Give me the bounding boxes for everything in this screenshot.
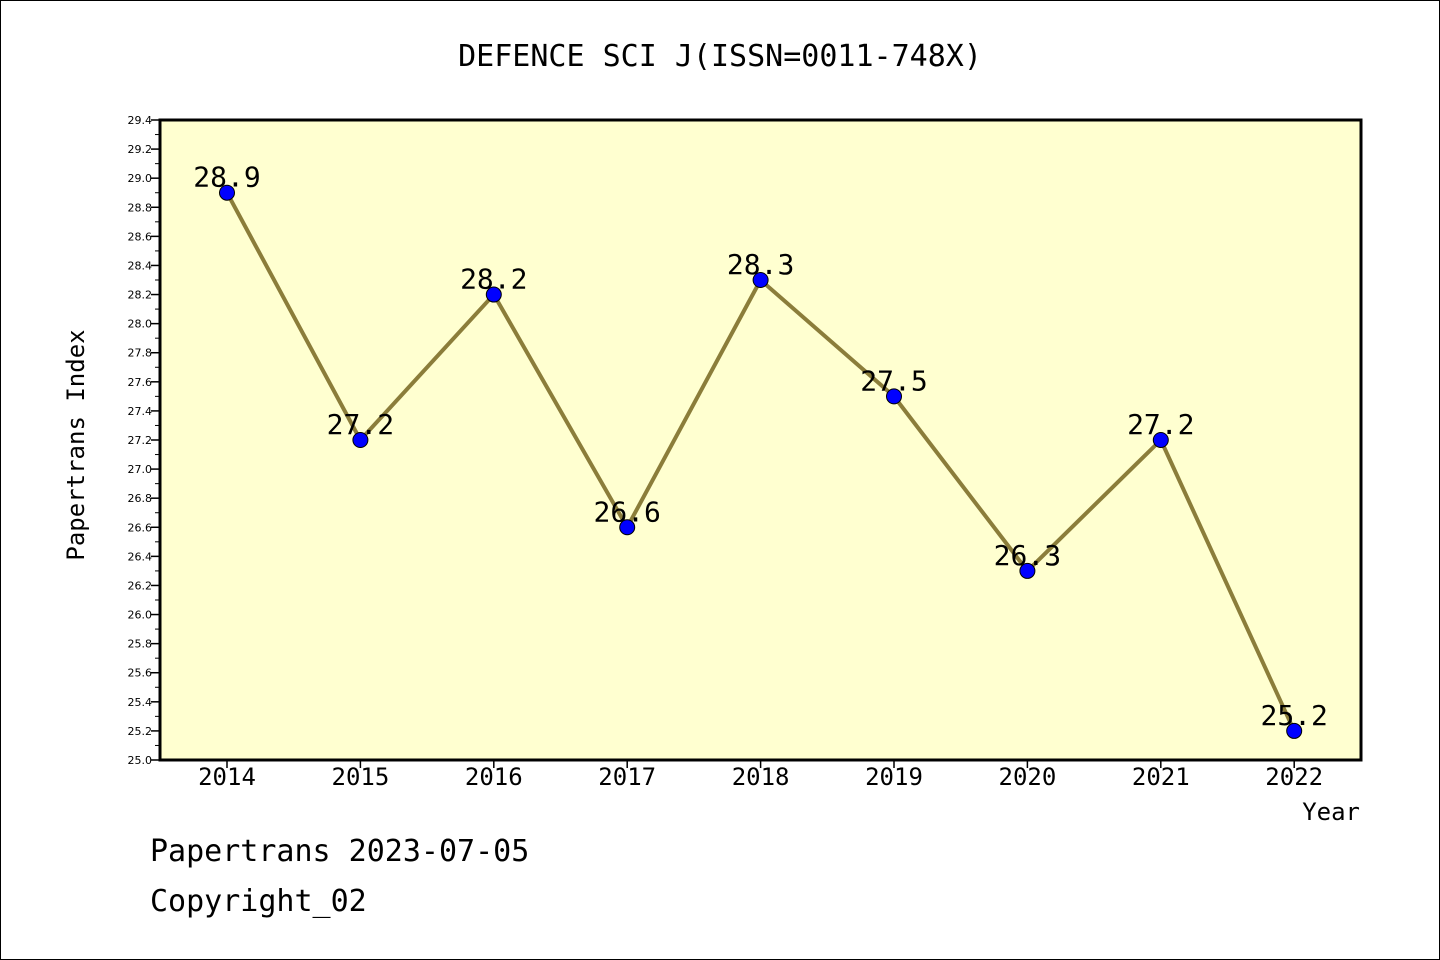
footer-copyright: Copyright_02 <box>150 884 367 919</box>
x-tick-label: 2019 <box>865 763 923 791</box>
y-tick-label: 25.0 <box>128 754 153 767</box>
y-tick-label: 28.2 <box>128 289 153 302</box>
y-tick-label: 25.2 <box>128 725 153 738</box>
data-point <box>886 388 902 405</box>
data-label: 26.6 <box>593 495 660 528</box>
data-label: 28.9 <box>193 161 260 194</box>
y-tick-label: 28.4 <box>128 259 153 272</box>
data-label: 25.2 <box>1260 699 1327 732</box>
data-label: 26.3 <box>994 539 1061 572</box>
y-tick-label: 29.4 <box>128 114 153 127</box>
data-label: 27.2 <box>1127 408 1194 441</box>
x-tick-label: 2015 <box>332 763 390 791</box>
data-label: 27.2 <box>327 408 394 441</box>
series-papertrans-index <box>219 184 1303 739</box>
y-tick-label: 28.0 <box>128 318 153 331</box>
y-axis: 25.0 25.2 25.4 25.6 25.8 26.0 26.2 26.4 26.6 26.8… <box>128 114 160 767</box>
y-tick-label: 26.2 <box>128 579 153 592</box>
chart-title: DEFENCE SCI J(ISSN=0011-748X) <box>458 39 982 74</box>
data-point <box>1152 432 1169 448</box>
data-point <box>352 432 369 448</box>
data-point <box>1019 562 1036 579</box>
x-tick-label: 2016 <box>465 763 523 791</box>
footer-date: Papertrans 2023-07-05 <box>150 834 530 869</box>
y-tick-label: 25.6 <box>128 667 153 680</box>
x-tick-label: 2022 <box>1265 763 1323 791</box>
y-tick-label: 28.6 <box>128 230 153 243</box>
x-tick-label: 2018 <box>732 763 790 791</box>
y-tick-label: 27.2 <box>128 434 153 447</box>
data-label: 28.2 <box>460 263 527 296</box>
y-tick-label: 29.0 <box>128 172 153 185</box>
y-tick-label: 25.8 <box>128 638 153 651</box>
y-tick-label: 27.4 <box>128 405 153 418</box>
y-tick-label: 29.2 <box>128 143 153 156</box>
y-tick-label: 28.8 <box>128 201 153 214</box>
x-tick-label: 2021 <box>1132 763 1190 791</box>
data-label: 28.3 <box>727 248 794 281</box>
x-tick-label: 2020 <box>999 763 1057 791</box>
y-tick-label: 27.0 <box>128 463 153 476</box>
y-tick-label: 26.0 <box>128 609 153 622</box>
data-point <box>485 286 502 303</box>
y-tick-label: 26.4 <box>128 550 153 563</box>
y-tick-label: 26.6 <box>128 521 153 534</box>
x-tick-label: 2017 <box>598 763 656 791</box>
data-labels: 28.9 27.2 28.2 26.6 28.3 27.5 26.3 27.2 25.2 <box>193 161 1328 732</box>
data-point <box>219 184 235 201</box>
y-tick-label: 26.8 <box>128 492 153 505</box>
x-axis: 2014 2015 2016 2017 2018 2019 2020 2021 2022 <box>198 760 1323 791</box>
data-point <box>1286 722 1303 739</box>
y-tick-label: 27.6 <box>128 376 153 389</box>
data-point <box>619 519 636 536</box>
data-label: 27.5 <box>860 364 927 397</box>
data-point <box>752 272 769 288</box>
y-axis-label: Papertrans Index <box>62 329 90 560</box>
x-axis-label: Year <box>1302 798 1360 826</box>
x-tick-label: 2014 <box>198 763 256 791</box>
y-tick-label: 25.4 <box>128 696 153 709</box>
y-tick-label: 27.8 <box>128 347 153 360</box>
